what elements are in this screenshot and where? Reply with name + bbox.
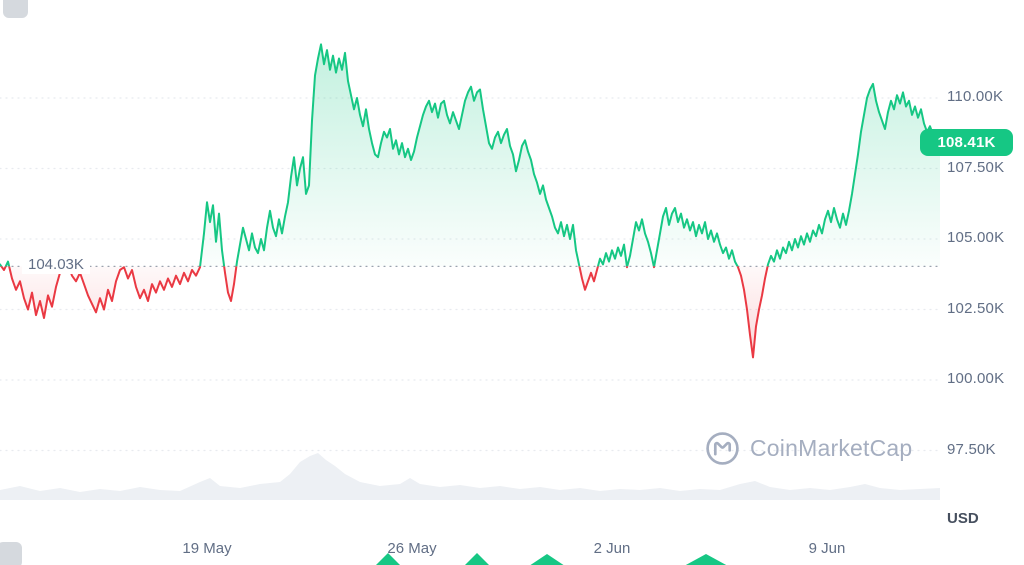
x-axis-tick-label: 26 May	[387, 540, 437, 557]
cutoff-up-marker	[685, 554, 727, 565]
watermark: CoinMarketCap	[704, 430, 912, 467]
y-axis-tick-label: 105.00K	[947, 229, 1005, 246]
y-axis-tick-label: 102.50K	[947, 299, 1005, 317]
corner-artifact-top-left	[3, 0, 28, 18]
baseline-price-label: 104.03K	[22, 255, 90, 275]
x-axis-tick-label: 19 May	[182, 540, 232, 557]
y-axis-tick-label: 100.00K	[947, 370, 1005, 387]
cutoff-up-marker	[376, 553, 400, 565]
x-axis-tick-label: 9 Jun	[808, 540, 846, 557]
x-axis: 19 May 26 May 2 Jun 9 Jun	[0, 540, 960, 562]
cutoff-up-marker	[530, 554, 564, 565]
price-line-up	[0, 43, 940, 267]
coinmarketcap-logo-icon	[706, 432, 739, 465]
y-axis: 110.00K 107.50K 105.00K 102.50K 100.00K 97.50…	[947, 0, 1024, 565]
x-axis-tick-label: 2 Jun	[593, 540, 631, 557]
price-line-down	[0, 266, 769, 359]
y-axis-tick-label: 110.00K	[947, 88, 1004, 105]
corner-artifact-bottom-left	[0, 542, 22, 565]
volume-silhouette	[0, 453, 940, 500]
y-axis-tick-label: 97.50K	[947, 440, 996, 458]
cutoff-up-marker	[465, 553, 489, 565]
y-axis-unit-label: USD	[947, 510, 979, 527]
watermark-text: CoinMarketCap	[750, 435, 913, 461]
y-axis-tick-label: 107.50K	[947, 158, 1005, 176]
current-price-badge: 108.41K	[920, 129, 1013, 157]
